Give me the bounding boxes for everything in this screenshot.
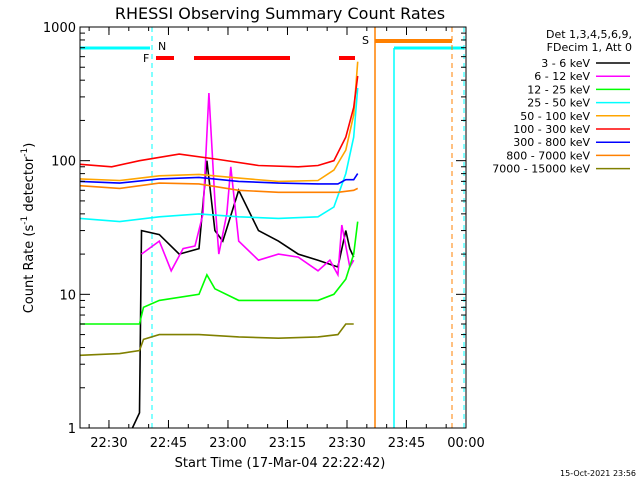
y-axis-label-end: ): [22, 143, 37, 148]
y-axis-label-main: Count Rate (s: [22, 225, 37, 314]
x-tick-label-6: 23:45: [388, 436, 425, 451]
legend: Det 1,3,4,5,6,9, FDecim 1, Att 0 3 - 6 k…: [492, 28, 632, 176]
segment-annotations: F N S: [143, 34, 369, 65]
chart-title: RHESSI Observing Summary Count Rates: [115, 4, 445, 23]
y-axis-label: Count Rate (s-1 detector-1): [20, 143, 37, 314]
axis-ticks: 22:30 22:45 23:00 23:15 23:30 23:45 00:00 1 10 10…: [43, 21, 485, 451]
legend-label-8: 800 - 7000 keV: [506, 149, 590, 162]
legend-label-1: 3 - 6 keV: [541, 57, 590, 70]
x-tick-label-4: 23:15: [269, 436, 306, 451]
plot-frame: [79, 26, 467, 429]
series-line-5: [79, 61, 359, 183]
legend-label-6: 100 - 300 keV: [513, 123, 590, 136]
x-tick-label-7: 00:00: [447, 436, 484, 451]
series-line-2: [141, 93, 355, 278]
series-line-9: [79, 323, 354, 357]
y-axis-label-sup2: -1: [20, 148, 30, 157]
x-tick-label-5: 23:30: [328, 436, 365, 451]
y-tick-label-1: 1: [68, 422, 76, 437]
series-line-4: [79, 87, 359, 223]
series-line-6: [79, 75, 359, 168]
plot-area: 22:30 22:45 23:00 23:15 23:30 23:45 00:00 1 10 10…: [43, 21, 485, 451]
series-line-1: [131, 160, 355, 429]
annotation-n: N: [158, 40, 166, 53]
y-axis-label-sup1: -1: [20, 216, 30, 225]
series-line-3: [80, 221, 359, 325]
legend-label-9: 7000 - 15000 keV: [492, 163, 590, 176]
decor-layer: [80, 27, 465, 428]
legend-label-4: 25 - 50 keV: [527, 97, 590, 110]
legend-label-5: 50 - 100 keV: [520, 110, 590, 123]
annotation-f: F: [143, 52, 149, 65]
legend-label-7: 300 - 800 keV: [513, 136, 590, 149]
legend-label-2: 6 - 12 keV: [534, 70, 590, 83]
series-line-8: [79, 182, 359, 194]
series-line-7: [79, 173, 359, 185]
y-axis-label-mid: detector: [22, 156, 37, 216]
x-axis-label: Start Time (17-Mar-04 22:22:42): [175, 456, 386, 471]
legend-header-line-2: FDecim 1, Att 0: [547, 41, 632, 54]
x-tick-label-1: 22:30: [90, 436, 127, 451]
timestamp-stamp: 15-Oct-2021 23:56: [560, 469, 636, 478]
legend-header-line-1: Det 1,3,4,5,6,9,: [546, 28, 632, 41]
y-tick-label-4: 1000: [43, 21, 76, 36]
x-tick-label-3: 23:00: [209, 436, 246, 451]
x-tick-label-2: 22:45: [150, 436, 187, 451]
series-layer: [79, 61, 359, 429]
y-tick-label-3: 100: [51, 155, 76, 170]
legend-label-3: 12 - 25 keV: [527, 83, 590, 96]
y-tick-label-2: 10: [59, 288, 76, 303]
annotation-s: S: [362, 34, 369, 47]
